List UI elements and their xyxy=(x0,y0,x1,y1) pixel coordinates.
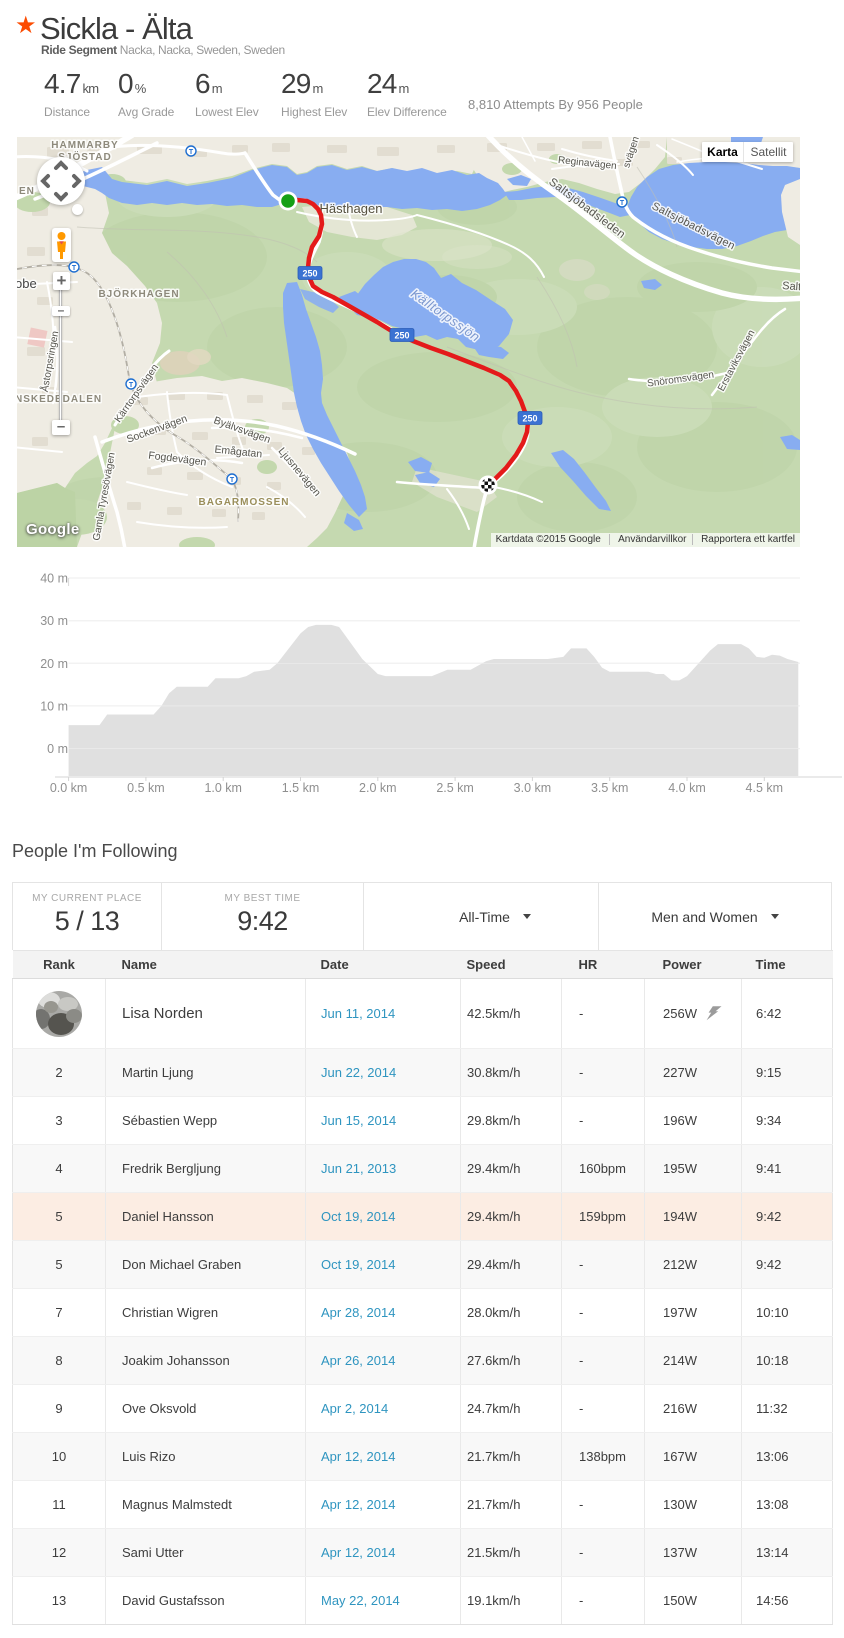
svg-text:1.5 km: 1.5 km xyxy=(282,781,320,795)
svg-text:250: 250 xyxy=(522,413,537,423)
svg-text:Hästhagen: Hästhagen xyxy=(320,201,383,216)
svg-text:20 m: 20 m xyxy=(40,657,68,671)
svg-text:1.0 km: 1.0 km xyxy=(204,781,242,795)
svg-text:40 m: 40 m xyxy=(40,572,68,586)
svg-text:2.0 km: 2.0 km xyxy=(359,781,397,795)
svg-text:0.5 km: 0.5 km xyxy=(127,781,165,795)
svg-text:HAMMARBY: HAMMARBY xyxy=(51,140,118,151)
svg-text:2.5 km: 2.5 km xyxy=(436,781,474,795)
svg-text:10 m: 10 m xyxy=(40,699,68,713)
svg-text:BAGARMOSSEN: BAGARMOSSEN xyxy=(198,497,289,508)
svg-text:obe: obe xyxy=(17,276,37,291)
svg-text:BJÖRKHAGEN: BJÖRKHAGEN xyxy=(98,287,179,300)
svg-text:T: T xyxy=(230,477,235,484)
svg-text:obe: obe xyxy=(17,276,37,291)
svg-text:BAGARMOSSEN: BAGARMOSSEN xyxy=(198,497,289,508)
svg-text:Saltsjöb: Saltsjöb xyxy=(782,280,800,295)
svg-text:T: T xyxy=(620,200,625,207)
svg-text:EN: EN xyxy=(19,186,35,197)
svg-text:T: T xyxy=(129,382,134,389)
svg-text:30 m: 30 m xyxy=(40,614,68,628)
svg-text:250: 250 xyxy=(394,330,409,340)
svg-text:EN: EN xyxy=(19,186,35,197)
svg-text:T: T xyxy=(189,149,194,156)
svg-text:Saltsjöb: Saltsjöb xyxy=(782,280,800,295)
svg-text:T: T xyxy=(72,265,77,272)
svg-text:3.5 km: 3.5 km xyxy=(591,781,629,795)
svg-text:250: 250 xyxy=(302,268,317,278)
svg-text:HAMMARBY: HAMMARBY xyxy=(51,140,118,151)
svg-text:0 m: 0 m xyxy=(47,742,68,756)
svg-text:BJÖRKHAGEN: BJÖRKHAGEN xyxy=(98,287,179,300)
svg-text:0.0 km: 0.0 km xyxy=(50,781,88,795)
svg-text:Emågatan: Emågatan xyxy=(214,444,263,461)
svg-text:3.0 km: 3.0 km xyxy=(514,781,552,795)
svg-text:Hästhagen: Hästhagen xyxy=(320,201,383,216)
svg-text:4.5 km: 4.5 km xyxy=(746,781,784,795)
svg-text:4.0 km: 4.0 km xyxy=(668,781,706,795)
